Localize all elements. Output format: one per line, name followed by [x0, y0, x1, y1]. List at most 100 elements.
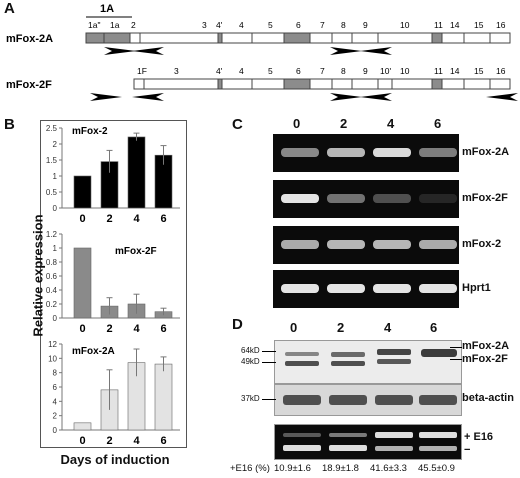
- gel-mfox-2f: [273, 180, 459, 218]
- gel-band: [419, 240, 457, 249]
- exon-label: 15: [474, 66, 484, 76]
- marker-37kd: 37kD: [241, 394, 260, 403]
- x-tick-label: 4: [133, 323, 140, 335]
- bar: [73, 175, 92, 209]
- c-day-label: 2: [340, 116, 348, 131]
- actin-label: beta-actin: [462, 392, 514, 404]
- x-tick-label: 6: [160, 435, 166, 447]
- y-tick-label: 2: [53, 412, 58, 421]
- blot-label-mfox2a: mFox-2A: [462, 340, 510, 352]
- d-day-label: 4: [384, 320, 392, 335]
- gel-band: [373, 284, 411, 293]
- chart-mfox-2a: 0 2 4 6 8 10 12 mFox-2A 0 2 4 6: [48, 340, 180, 447]
- exon-label: 9: [363, 20, 368, 30]
- exon-label: 6: [296, 20, 301, 30]
- marker-64kd: 64kD: [241, 346, 260, 355]
- c-day-label: 0: [293, 116, 301, 131]
- blot-label-mfox2f: mFox-2F: [462, 353, 508, 365]
- d-day-label: 0: [290, 320, 298, 335]
- gel-label: mFox-2A: [462, 146, 510, 158]
- gel-band: [419, 194, 457, 203]
- bar: [73, 422, 92, 431]
- exon-label: 8: [341, 66, 346, 76]
- exon-label: 2: [131, 20, 136, 30]
- gel-band: [373, 148, 411, 157]
- x-tick-label: 0: [79, 323, 85, 335]
- y-tick-label: 0.4: [46, 286, 58, 295]
- c-day-label: 4: [387, 116, 395, 131]
- gel-band: [281, 194, 319, 203]
- panel-b-frame: [40, 120, 187, 448]
- x-tick-label: 0: [79, 213, 85, 225]
- exon-label: 7: [320, 66, 325, 76]
- chart-title: mFox-2F: [115, 246, 157, 257]
- exon-label: 1F: [137, 66, 147, 76]
- gel-minus-label: −: [464, 444, 471, 456]
- gel-band: [281, 284, 319, 293]
- row1-name: mFox-2A: [6, 33, 53, 45]
- gel-hprt1: [273, 270, 459, 308]
- gel-mfox-2a: [273, 134, 459, 172]
- y-tick-label: 0: [53, 204, 58, 213]
- marker-49-line: [262, 362, 276, 363]
- exon-label: 4': [216, 66, 223, 76]
- chart-mfox-2f: 0 0.2 0.4 0.6 0.8 1 1.2 mFox-2F 0 2 4 6: [46, 230, 180, 335]
- relative-expression-charts: 0 0.5 1 1.5 2 2.5 mFox-2 0 2 4 6 0 0.2 0.4 0.6 0.8 1 1.2 m…: [46, 124, 180, 447]
- d-day-label: 6: [430, 320, 438, 335]
- x-tick-label: 4: [133, 213, 140, 225]
- label-1a-group: 1A: [100, 3, 114, 15]
- y-tick-label: 4: [53, 397, 58, 406]
- e16-percent-value: 41.6±3.3: [370, 463, 407, 474]
- exon-label: 8: [341, 20, 346, 30]
- exon-label: 10': [380, 66, 391, 76]
- row2-exon-labels: 1F 3 4' 4 5 6 7 8 9 10' 10 11 14 15 16: [137, 66, 506, 76]
- exon-label: 14: [450, 66, 460, 76]
- exon-label: 10: [400, 20, 410, 30]
- exon-label: 15: [474, 20, 484, 30]
- d-day-label: 2: [337, 320, 345, 335]
- gel-band: [419, 148, 457, 157]
- row2-primer-arrows: [90, 93, 518, 101]
- gel-band: [373, 240, 411, 249]
- gel-band: [327, 284, 365, 293]
- exon-label: 3: [174, 66, 179, 76]
- exon-label: 10: [400, 66, 410, 76]
- chart-title: mFox-2A: [72, 346, 115, 357]
- y-tick-label: 2.5: [46, 124, 58, 133]
- exon-label: 3: [202, 20, 207, 30]
- c-day-label: 6: [434, 116, 442, 131]
- y-tick-label: 0.5: [46, 188, 58, 197]
- gel-band: [281, 240, 319, 249]
- blot-bands: [285, 349, 457, 366]
- x-tick-label: 2: [106, 435, 112, 447]
- e16-lower-bands: [283, 445, 457, 451]
- marker-64-line: [262, 351, 276, 352]
- y-tick-label: 2: [53, 140, 58, 149]
- gel-band: [327, 240, 365, 249]
- x-tick-label: 0: [79, 435, 85, 447]
- gel-label: mFox-2F: [462, 192, 508, 204]
- chart-title: mFox-2: [72, 126, 108, 137]
- marker-37-line: [262, 399, 276, 400]
- panel-d-letter: D: [232, 316, 243, 333]
- gel-mfox-2: [273, 226, 459, 264]
- row1-primer-arrows: [104, 47, 392, 55]
- e16-percent-value: 45.5±0.9: [418, 463, 455, 474]
- x-axis-label: Days of induction: [60, 452, 170, 467]
- y-tick-label: 0.8: [46, 258, 58, 267]
- y-tick-label: 12: [48, 340, 57, 349]
- y-tick-label: 0: [53, 314, 58, 323]
- y-tick-label: 0.6: [46, 272, 58, 281]
- exon-label: 1a": [88, 20, 100, 30]
- gel-band: [327, 194, 365, 203]
- exon-label: 11: [434, 20, 443, 30]
- x-tick-label: 6: [160, 323, 166, 335]
- panel-c-letter: C: [232, 116, 243, 133]
- y-tick-label: 1.2: [46, 230, 58, 239]
- exon-label: 4: [239, 66, 244, 76]
- exon-label: 4: [239, 20, 244, 30]
- y-tick-label: 1: [53, 244, 58, 253]
- exon-label: 5: [268, 20, 273, 30]
- y-tick-label: 0: [53, 426, 58, 435]
- gel-band: [373, 194, 411, 203]
